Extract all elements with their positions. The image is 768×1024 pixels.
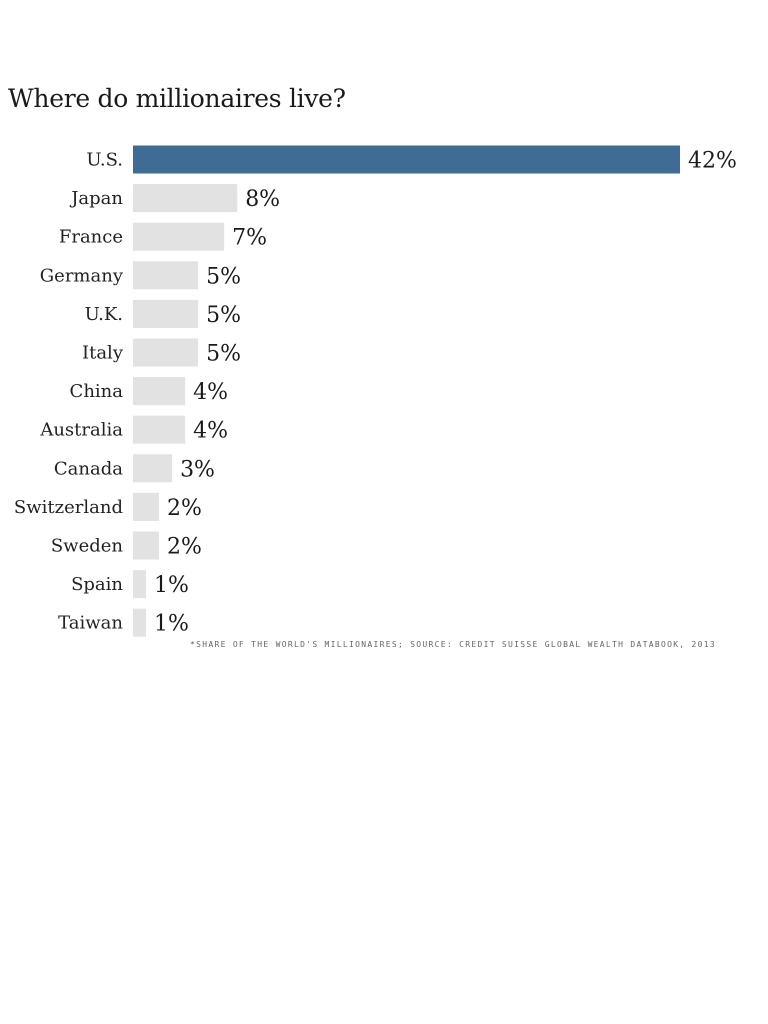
category-label: Spain bbox=[71, 574, 123, 595]
bar bbox=[133, 299, 199, 328]
bar bbox=[133, 222, 225, 251]
category-label: Taiwan bbox=[58, 613, 123, 634]
value-label: 3% bbox=[180, 457, 215, 482]
category-label: Sweden bbox=[51, 536, 124, 557]
bar-chart: U.S. 42% Japan 8% France 7% Germany 5% U.K. 5% Ita… bbox=[14, 145, 737, 637]
chart-footnote: *SHARE OF THE WORLD'S MILLIONAIRES; SOUR… bbox=[190, 640, 717, 649]
value-label: 4% bbox=[193, 419, 228, 444]
category-label: Switzerland bbox=[14, 497, 123, 518]
chart-title: Where do millionaires live? bbox=[8, 84, 346, 113]
category-label: Italy bbox=[82, 343, 124, 364]
bar bbox=[133, 608, 147, 637]
category-label: Canada bbox=[54, 458, 123, 479]
value-label: 1% bbox=[154, 612, 189, 637]
bar bbox=[133, 145, 680, 174]
value-label: 2% bbox=[167, 535, 202, 560]
value-label: 5% bbox=[206, 264, 241, 289]
bar bbox=[133, 492, 160, 521]
value-label: 5% bbox=[206, 342, 241, 367]
value-label: 4% bbox=[193, 380, 228, 405]
bar bbox=[133, 415, 186, 444]
category-label: U.K. bbox=[85, 304, 123, 325]
category-label: U.S. bbox=[86, 150, 123, 171]
bar bbox=[133, 377, 186, 406]
category-label: France bbox=[59, 227, 123, 248]
category-label: Germany bbox=[40, 265, 124, 286]
value-label: 8% bbox=[245, 187, 280, 212]
bar bbox=[133, 184, 238, 213]
category-label: Australia bbox=[39, 420, 123, 441]
bar bbox=[133, 454, 173, 483]
category-label: China bbox=[70, 381, 124, 402]
value-label: 7% bbox=[232, 226, 267, 251]
bar bbox=[133, 531, 160, 560]
bar bbox=[133, 261, 199, 290]
bar bbox=[133, 570, 147, 599]
bar bbox=[133, 338, 199, 367]
value-label: 5% bbox=[206, 303, 241, 328]
value-label: 1% bbox=[154, 573, 189, 598]
category-label: Japan bbox=[69, 188, 123, 209]
value-label: 42% bbox=[688, 149, 737, 174]
value-label: 2% bbox=[167, 496, 202, 521]
